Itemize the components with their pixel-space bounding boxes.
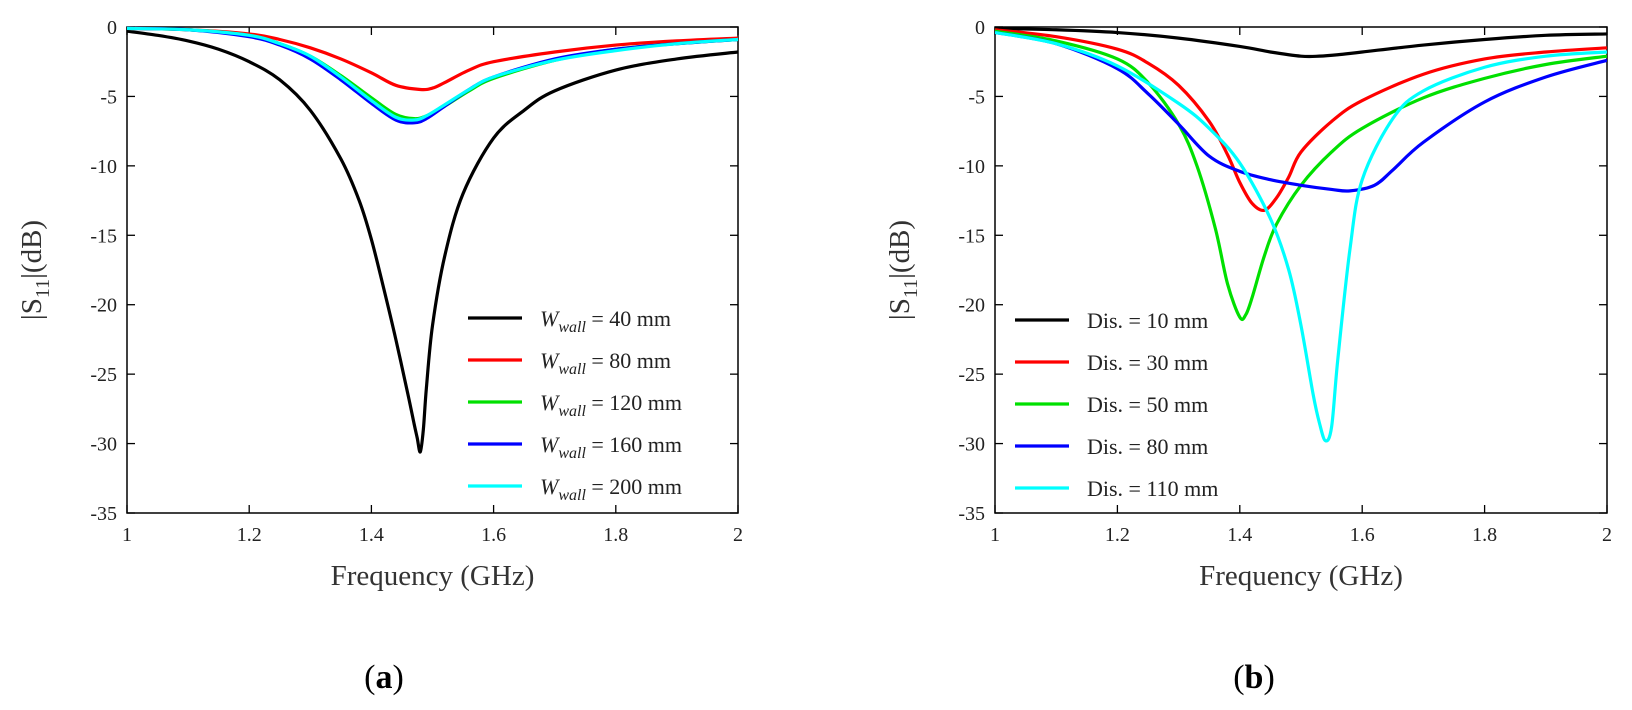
x-tick-label: 1 xyxy=(990,524,1000,546)
y-tick-label: -25 xyxy=(90,364,117,386)
series-line-3 xyxy=(995,30,1607,193)
panel-paren-close: ) xyxy=(393,659,404,696)
legend-label-1: Wwall = 80 mm xyxy=(540,348,671,378)
panel-letter: a xyxy=(376,659,393,696)
legend-var: W xyxy=(540,306,560,331)
panel-paren-open: ( xyxy=(364,659,375,696)
panel-label: (a) xyxy=(364,659,404,696)
y-axis-label-subscript: 11 xyxy=(900,279,922,298)
series-line-0 xyxy=(995,26,1607,59)
legend-rest: Dis. = 10 mm xyxy=(1087,308,1208,333)
y-tick-label: -25 xyxy=(958,364,985,386)
y-axis-label-prefix: |S xyxy=(884,298,916,320)
legend-label-3: Wwall = 160 mm xyxy=(540,432,682,462)
series-line-1 xyxy=(127,26,738,92)
legend-var: W xyxy=(540,390,560,415)
x-tick-label: 1.8 xyxy=(1472,524,1497,546)
y-axis-label: |S11|(dB) xyxy=(16,220,54,320)
y-tick-label: 0 xyxy=(975,17,985,39)
legend-label-2: Wwall = 120 mm xyxy=(540,390,682,420)
legend-rest: = 120 mm xyxy=(586,390,682,415)
chart-panel-b: 1 1.2 1.4 1.6 1.8 2 0 -5 -10 -15 -20 -25 -30 -35 Frequ… xyxy=(884,17,1612,696)
chart-panel-a: 1 1.2 1.4 1.6 1.8 2 0 -5 -10 -15 -20 -25 -30 -35 Frequ… xyxy=(16,17,743,696)
legend-sub: wall xyxy=(558,319,586,336)
legend-label-4: Dis. = 110 mm xyxy=(1087,476,1218,501)
y-tick-label: -15 xyxy=(90,225,117,247)
legend-label-1: Dis. = 30 mm xyxy=(1087,350,1208,375)
y-axis-label-suffix: |(dB) xyxy=(884,220,916,279)
legend-label-3: Dis. = 80 mm xyxy=(1087,434,1208,459)
series-line-4 xyxy=(995,30,1607,443)
x-tick-label: 2 xyxy=(1602,524,1612,546)
legend-var: W xyxy=(540,348,560,373)
x-tick-label: 1.2 xyxy=(237,524,262,546)
panel-paren-close: ) xyxy=(1263,659,1274,696)
x-tick-label: 1.6 xyxy=(1350,524,1375,546)
y-axis-label-prefix: |S xyxy=(16,298,48,320)
y-tick-label: -5 xyxy=(100,86,117,108)
y-tick-label: -35 xyxy=(90,503,117,525)
panel-paren-open: ( xyxy=(1233,659,1244,696)
legend-label-0: Wwall = 40 mm xyxy=(540,306,671,336)
series-line-0 xyxy=(127,29,738,454)
plot-frame xyxy=(994,26,1608,514)
legend-sub: wall xyxy=(558,361,586,378)
y-tick-label: -15 xyxy=(958,225,985,247)
legend-rest: = 200 mm xyxy=(586,474,682,499)
legend-sub: wall xyxy=(558,403,586,420)
legend-rest: = 160 mm xyxy=(586,432,682,457)
legend-rest: Dis. = 80 mm xyxy=(1087,434,1208,459)
legend-label-0: Dis. = 10 mm xyxy=(1087,308,1208,333)
panel-letter: b xyxy=(1245,659,1264,696)
x-axis-label: Frequency (GHz) xyxy=(331,560,535,592)
legend-rest: Dis. = 110 mm xyxy=(1087,476,1218,501)
x-axis-label: Frequency (GHz) xyxy=(1199,560,1403,592)
legend-rest: = 80 mm xyxy=(586,348,671,373)
legend-sub: wall xyxy=(558,445,586,462)
series-line-2 xyxy=(995,29,1607,322)
y-axis-label: |S11|(dB) xyxy=(884,220,922,320)
x-tick-label: 2 xyxy=(733,524,743,546)
legend: Dis. = 10 mm Dis. = 30 mm Dis. = 50 mm Dis.… xyxy=(1015,308,1218,501)
panel-label: (b) xyxy=(1233,659,1275,696)
x-tick-label: 1.4 xyxy=(359,524,384,546)
legend-var: W xyxy=(540,474,560,499)
x-tick-label: 1.2 xyxy=(1105,524,1130,546)
legend-rest: Dis. = 30 mm xyxy=(1087,350,1208,375)
legend-label-4: Wwall = 200 mm xyxy=(540,474,682,504)
legend-var: W xyxy=(540,432,560,457)
y-tick-label: -10 xyxy=(958,156,985,178)
y-tick-label: -10 xyxy=(90,156,117,178)
y-tick-label: 0 xyxy=(107,17,117,39)
series-line-1 xyxy=(995,28,1607,213)
y-tick-label: -20 xyxy=(90,295,117,317)
y-tick-label: -30 xyxy=(958,434,985,456)
x-tick-label: 1.4 xyxy=(1227,524,1252,546)
y-tick-label: -20 xyxy=(958,295,985,317)
x-tick-label: 1.6 xyxy=(481,524,506,546)
y-tick-label: -30 xyxy=(90,434,117,456)
y-tick-label: -5 xyxy=(968,86,985,108)
series-line-4 xyxy=(127,26,738,122)
y-tick-label: -35 xyxy=(958,503,985,525)
y-axis-label-suffix: |(dB) xyxy=(16,220,48,279)
legend-sub: wall xyxy=(558,487,586,504)
legend-rest: = 40 mm xyxy=(586,306,671,331)
legend-rest: Dis. = 50 mm xyxy=(1087,392,1208,417)
legend-label-2: Dis. = 50 mm xyxy=(1087,392,1208,417)
x-tick-label: 1.8 xyxy=(603,524,628,546)
plot-frame xyxy=(126,26,739,514)
x-tick-label: 1 xyxy=(122,524,132,546)
y-axis-label-subscript: 11 xyxy=(32,279,54,298)
